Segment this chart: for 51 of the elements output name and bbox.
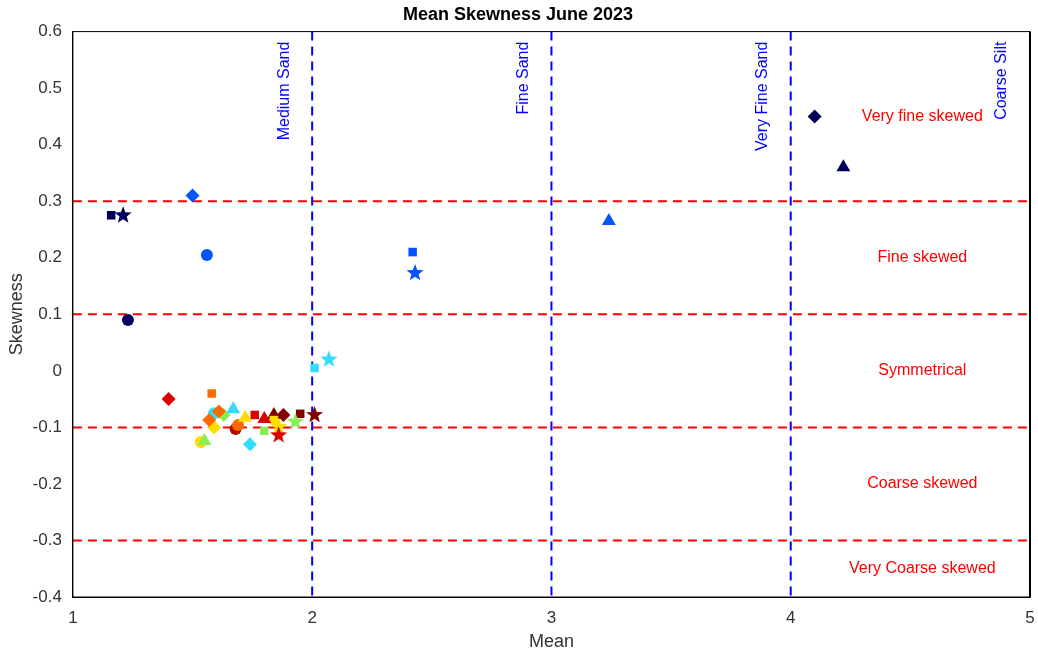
- point: [207, 389, 216, 398]
- point: [114, 206, 132, 223]
- point: [836, 159, 851, 172]
- point: [161, 392, 176, 407]
- point: [408, 247, 417, 257]
- x-tick-label: 1: [68, 607, 78, 627]
- y-tick-label: 0.6: [38, 21, 62, 41]
- point: [807, 109, 822, 124]
- y-tick-label: 0.1: [38, 303, 62, 323]
- point: [601, 213, 616, 226]
- x-axis-title: Mean: [528, 631, 574, 652]
- annotation: Very Coarse skewed: [848, 559, 996, 577]
- x-tick-label: 2: [307, 607, 317, 627]
- annotation: Coarse skewed: [867, 474, 978, 492]
- point: [406, 264, 424, 281]
- annotation: Very fine skewed: [861, 106, 983, 124]
- y-axis-title: Skewness: [5, 273, 26, 356]
- point: [211, 404, 226, 419]
- point: [260, 426, 269, 436]
- ref-line-label: Fine Sand: [513, 41, 531, 115]
- point: [306, 405, 324, 423]
- point: [320, 350, 338, 367]
- y-tick-label: -0.4: [32, 586, 62, 606]
- y-tick-label: -0.2: [32, 473, 62, 493]
- point: [185, 188, 200, 203]
- x-tick-label: 4: [785, 607, 796, 627]
- annotation: Symmetrical: [878, 361, 967, 379]
- y-tick-label: 0.5: [38, 77, 62, 97]
- ref-line-label: Coarse Silt: [992, 41, 1010, 120]
- y-tick-label: 0.3: [38, 190, 62, 210]
- chart-title: Mean Skewness June 2023: [402, 3, 634, 24]
- point: [200, 248, 213, 261]
- point: [121, 313, 134, 326]
- annotation: Fine skewed: [877, 248, 968, 266]
- point: [202, 413, 217, 428]
- x-tick-label: 3: [546, 607, 557, 627]
- point: [242, 437, 257, 452]
- point: [226, 401, 241, 414]
- y-tick-label: -0.3: [32, 530, 62, 550]
- point: [270, 426, 288, 443]
- ref-line-label: Very Fine Sand: [753, 41, 771, 152]
- point: [310, 363, 319, 373]
- point: [106, 211, 116, 220]
- y-tick-label: 0.4: [38, 134, 62, 154]
- y-tick-label: -0.1: [32, 417, 62, 437]
- y-tick-label: 0.2: [38, 247, 62, 267]
- x-tick-label: 5: [1025, 607, 1035, 627]
- point: [231, 419, 244, 432]
- point: [286, 412, 304, 430]
- y-tick-label: 0: [52, 360, 62, 380]
- ref-line-label: Medium Sand: [274, 41, 292, 141]
